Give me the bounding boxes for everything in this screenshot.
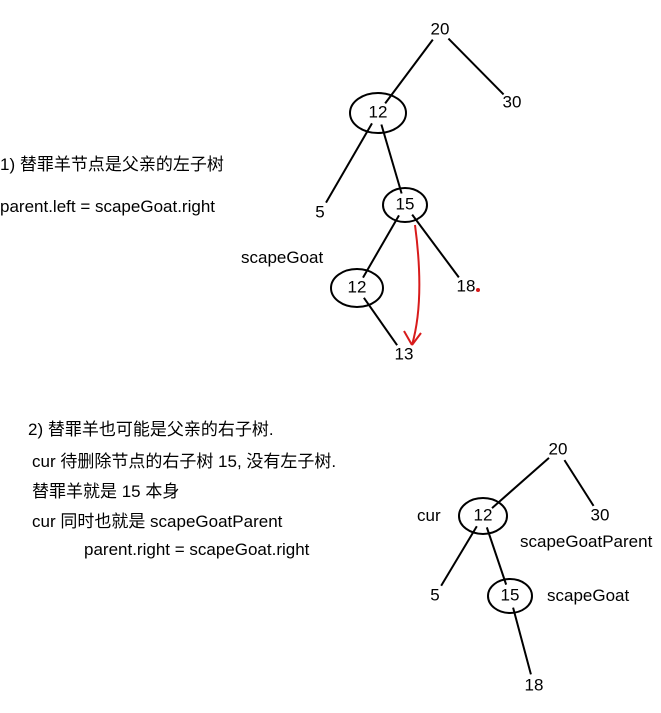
svg-text:12: 12 <box>369 102 388 121</box>
svg-text:20: 20 <box>431 19 450 38</box>
svg-text:13: 13 <box>395 344 414 363</box>
svg-text:30: 30 <box>591 505 610 524</box>
svg-text:12: 12 <box>348 277 367 296</box>
svg-text:5: 5 <box>430 585 439 604</box>
svg-text:12: 12 <box>474 505 493 524</box>
svg-text:18: 18 <box>457 276 476 295</box>
diagram-canvas: 20 12 30 5 15 12 18 13 20 12 30 5 15 18 <box>0 0 661 713</box>
svg-text:30: 30 <box>503 92 522 111</box>
svg-text:18: 18 <box>525 675 544 694</box>
svg-text:20: 20 <box>549 439 568 458</box>
svg-text:15: 15 <box>396 194 415 213</box>
svg-text:5: 5 <box>315 202 324 221</box>
svg-text:15: 15 <box>501 585 520 604</box>
